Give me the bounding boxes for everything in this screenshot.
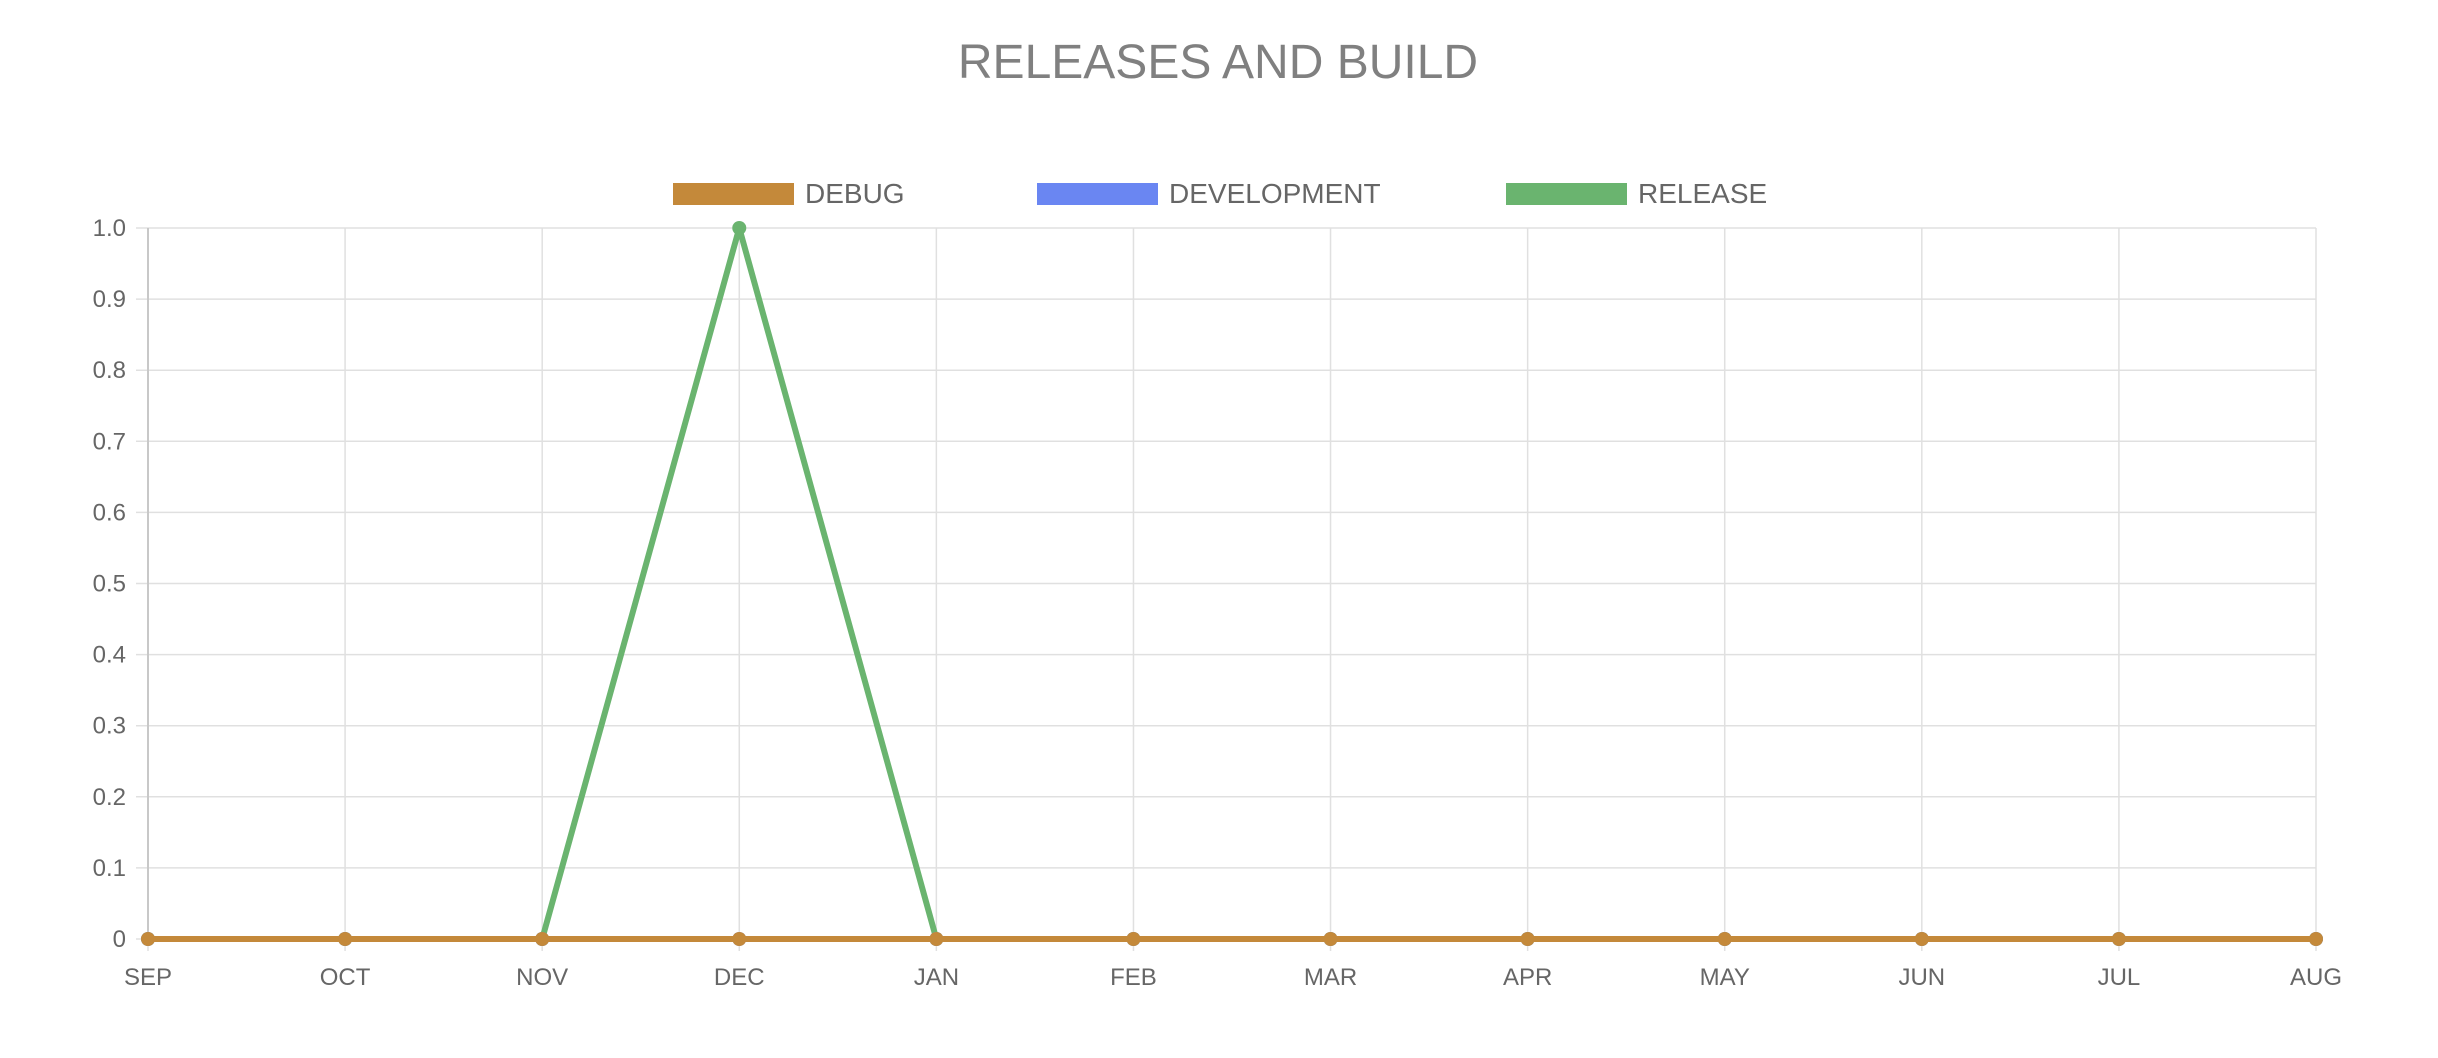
x-tick-label: FEB — [1110, 964, 1157, 991]
y-tick-label: 0.8 — [93, 357, 126, 384]
x-tick-label: OCT — [320, 964, 371, 991]
data-point-debug[interactable] — [2111, 932, 2126, 946]
y-tick-label: 0.6 — [93, 499, 126, 526]
legend-label: RELEASE — [1638, 178, 1767, 209]
data-point-debug[interactable] — [2309, 932, 2323, 946]
x-tick-label: AUG — [2290, 964, 2342, 991]
data-point-debug[interactable] — [338, 932, 353, 946]
y-axis: 0 0.1 0.2 0.3 0.4 0.5 0.6 0.7 0.8 0.9 1.0 — [93, 215, 149, 953]
data-point-debug[interactable] — [1914, 932, 1929, 946]
legend: DEBUG DEVELOPMENT RELEASE — [673, 178, 1767, 209]
x-tick-label: APR — [1503, 964, 1552, 991]
legend-swatch — [673, 183, 794, 205]
y-tick-label: 0.5 — [93, 571, 126, 598]
legend-swatch — [1506, 183, 1627, 205]
x-tick-label: DEC — [714, 964, 765, 991]
x-tick-label: NOV — [516, 964, 568, 991]
x-axis: SEP OCT NOV DEC JAN FEB MAR APR MAY JUN JUL AUG — [124, 938, 2342, 991]
series-lines — [141, 221, 2323, 946]
x-tick-label: MAY — [1700, 964, 1750, 991]
chart-title: RELEASES AND BUILD — [958, 36, 1478, 89]
y-tick-label: 0.4 — [93, 642, 126, 669]
data-point-release[interactable] — [732, 221, 747, 235]
legend-label: DEBUG — [805, 178, 905, 209]
data-point-debug[interactable] — [929, 932, 944, 946]
x-tick-label: JAN — [914, 964, 959, 991]
data-point-debug[interactable] — [1323, 932, 1338, 946]
y-tick-label: 0.1 — [93, 855, 126, 882]
data-point-debug[interactable] — [1717, 932, 1732, 946]
grid-lines — [136, 227, 2317, 951]
data-point-debug[interactable] — [1520, 932, 1535, 946]
data-point-debug[interactable] — [535, 932, 550, 946]
x-tick-label: MAR — [1304, 964, 1357, 991]
y-tick-label: 0.7 — [93, 428, 126, 455]
y-tick-label: 0 — [113, 926, 126, 953]
legend-item-release[interactable]: RELEASE — [1506, 178, 1767, 209]
legend-swatch — [1037, 183, 1158, 205]
legend-item-development[interactable]: DEVELOPMENT — [1037, 178, 1381, 209]
y-tick-label: 0.3 — [93, 713, 126, 740]
data-point-debug[interactable] — [732, 932, 747, 946]
data-point-debug[interactable] — [141, 932, 155, 946]
y-tick-label: 0.9 — [93, 286, 126, 313]
legend-item-debug[interactable]: DEBUG — [673, 178, 905, 209]
x-tick-label: JUL — [2098, 964, 2141, 991]
x-tick-label: SEP — [124, 964, 172, 991]
y-tick-label: 1.0 — [93, 215, 126, 242]
x-tick-label: JUN — [1898, 964, 1945, 991]
data-point-debug[interactable] — [1126, 932, 1141, 946]
series-debug — [141, 932, 2323, 946]
y-tick-label: 0.2 — [93, 784, 126, 811]
legend-label: DEVELOPMENT — [1169, 178, 1381, 209]
